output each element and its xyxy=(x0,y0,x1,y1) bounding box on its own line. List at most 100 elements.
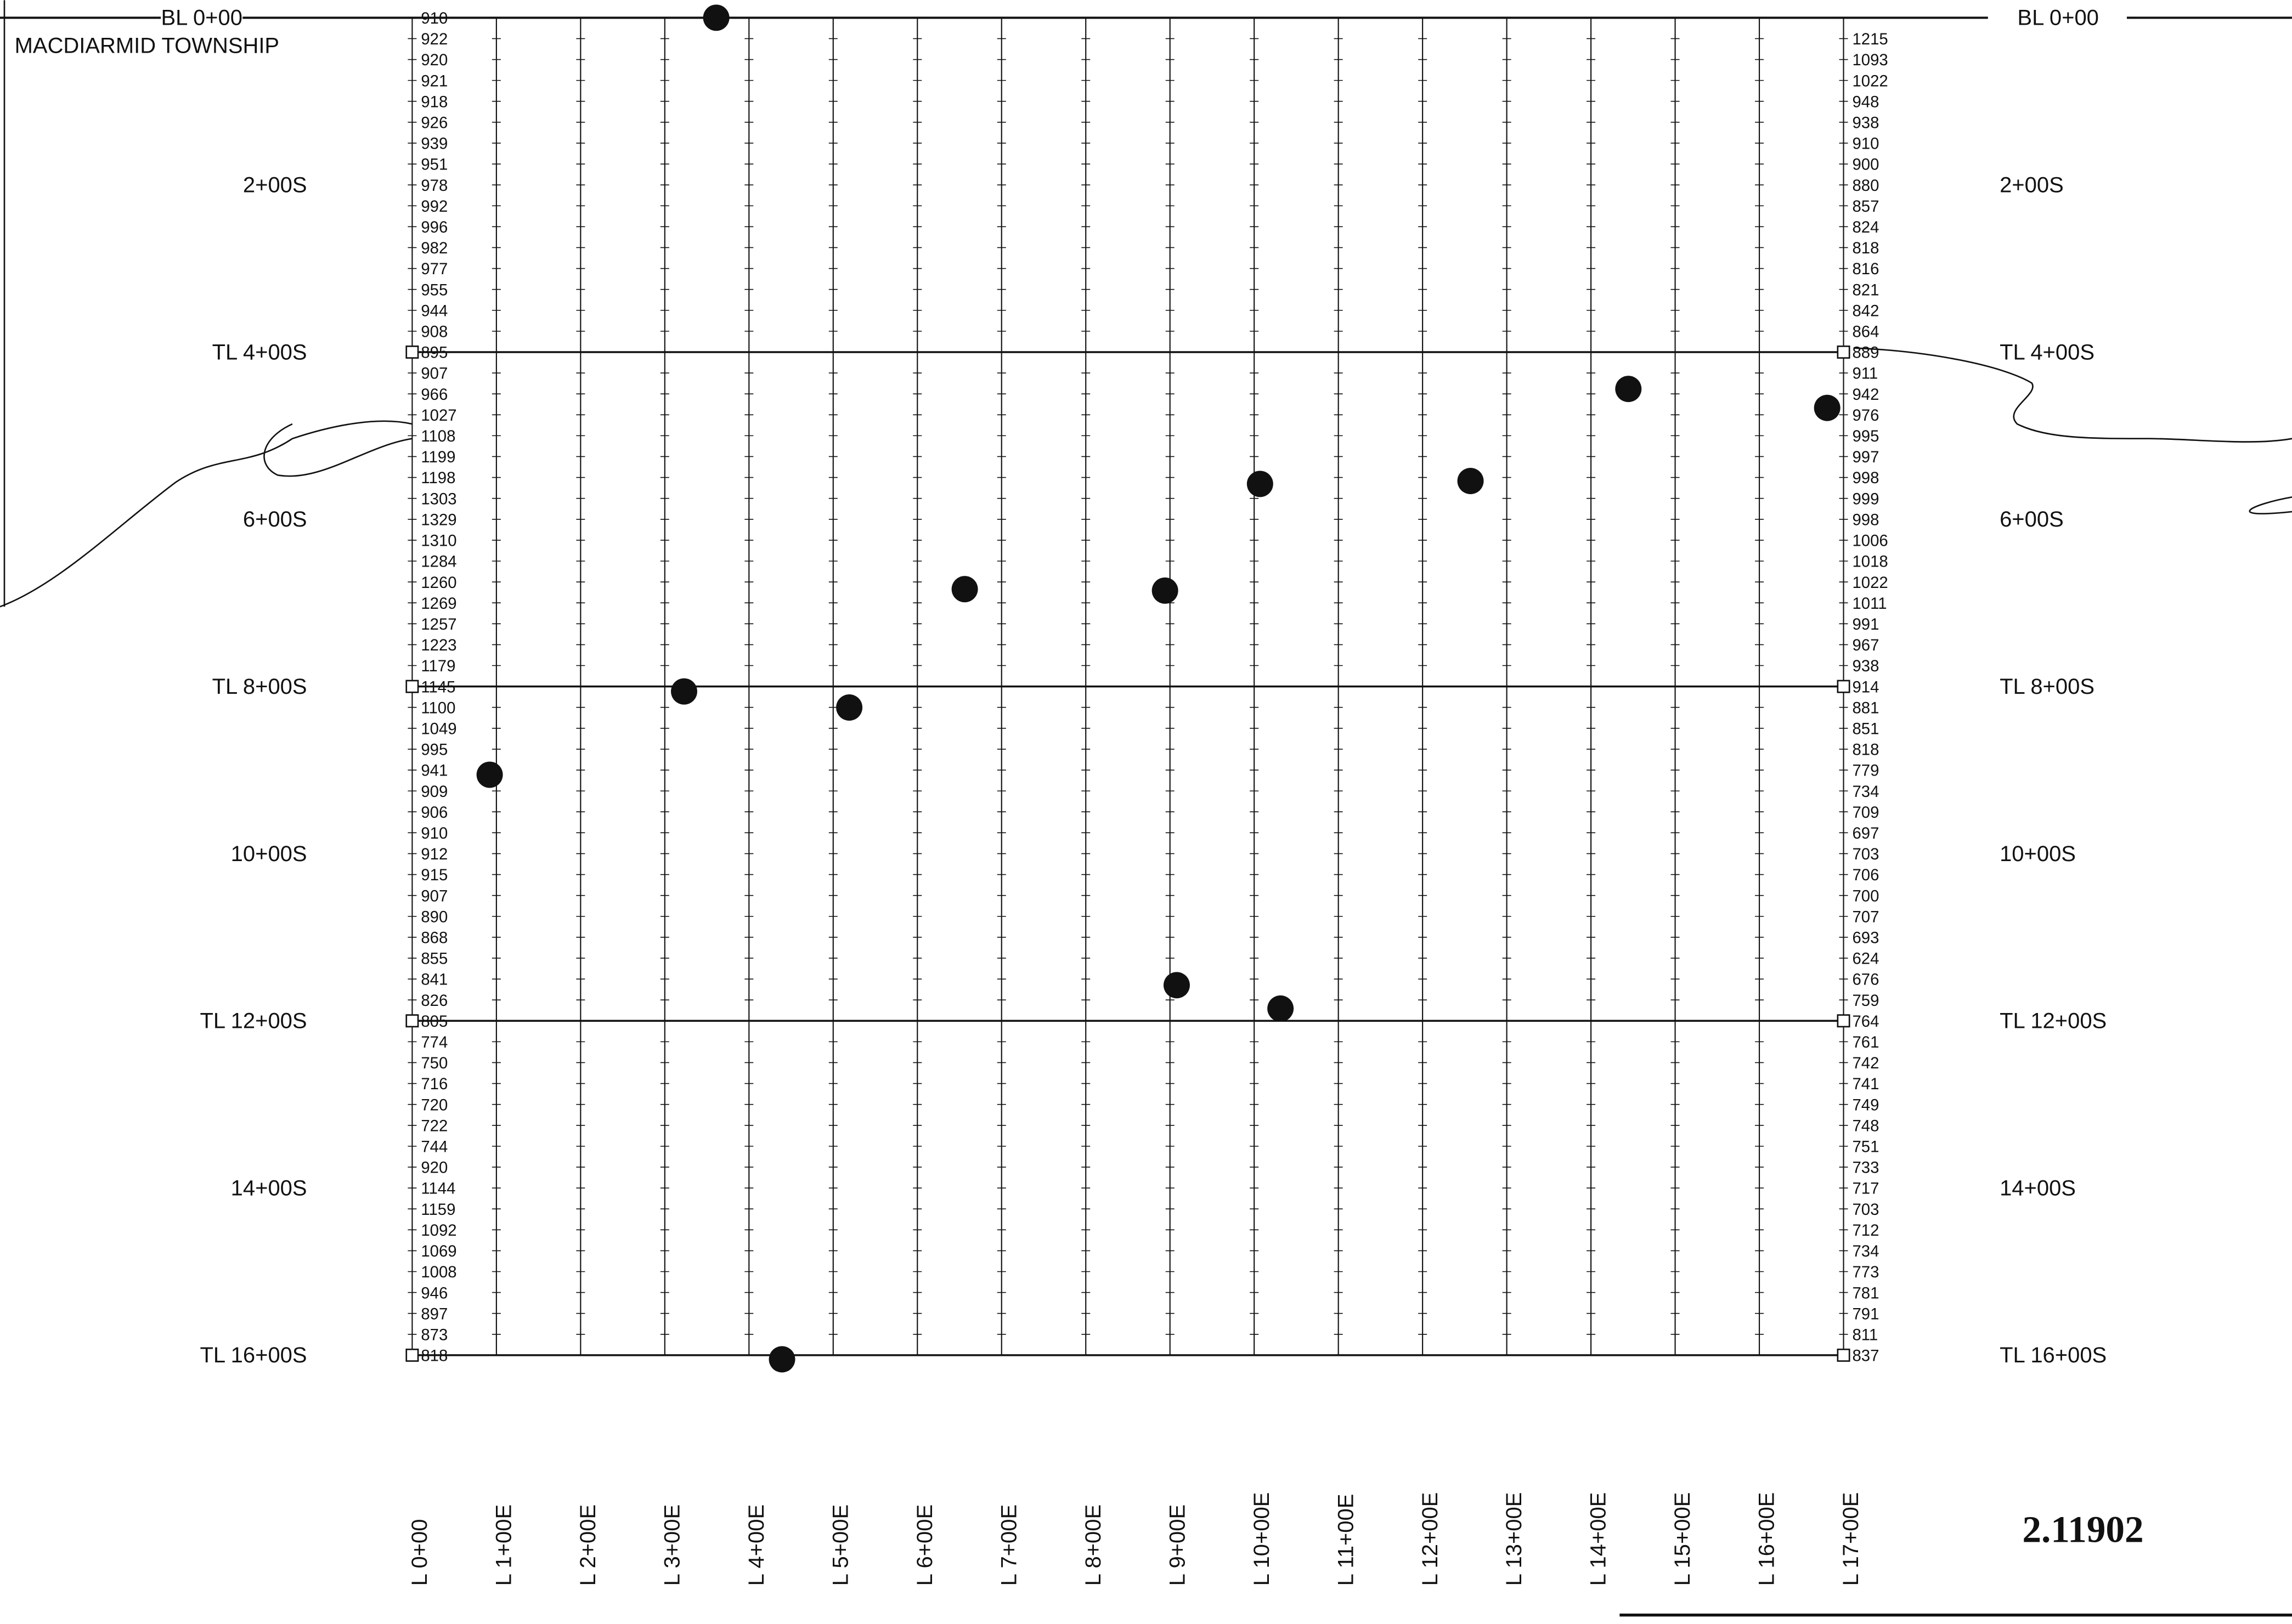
hole-symbol xyxy=(1164,972,1190,998)
reading: 697 xyxy=(1853,824,1879,842)
reading: 791 xyxy=(1853,1305,1879,1323)
picket xyxy=(1838,681,1849,692)
station-label: 14+00S xyxy=(2000,1176,2076,1200)
reading: 920 xyxy=(421,1159,448,1177)
line-label: L 14+00E xyxy=(1587,1492,1611,1586)
line-label: L 2+00E xyxy=(576,1504,600,1586)
reading: 818 xyxy=(1853,239,1879,257)
reading: 703 xyxy=(1853,845,1879,863)
picket xyxy=(1838,1015,1849,1027)
reading: 922 xyxy=(421,30,448,48)
reading: 712 xyxy=(1853,1221,1879,1240)
reading: 706 xyxy=(1853,866,1879,884)
reading: 1092 xyxy=(421,1221,456,1240)
reading: 907 xyxy=(421,887,448,905)
reading: 722 xyxy=(421,1117,448,1135)
line-label: L 6+00E xyxy=(913,1504,937,1586)
reading: 910 xyxy=(1853,135,1879,153)
reading: 1329 xyxy=(421,511,456,529)
station-label: 10+00S xyxy=(231,842,307,866)
township-label: MACDIARMID TOWNSHIP xyxy=(15,33,279,58)
reading: 761 xyxy=(1853,1033,1879,1051)
hole-symbol xyxy=(703,4,730,31)
reading: 900 xyxy=(1853,156,1879,174)
reading: 977 xyxy=(421,260,448,278)
station-label: TL 8+00S xyxy=(2000,675,2095,699)
hole-symbol xyxy=(1267,995,1294,1022)
hole-symbol xyxy=(769,1346,795,1372)
hole-symbol xyxy=(1152,578,1178,604)
reading: 920 xyxy=(421,51,448,69)
line-label: L 4+00E xyxy=(744,1504,769,1586)
reading: 1011 xyxy=(1853,595,1887,613)
reading: 942 xyxy=(1853,386,1879,404)
baseline-label: BL 0+00 xyxy=(161,6,242,30)
reading: 897 xyxy=(421,1305,448,1323)
reading: 889 xyxy=(1853,344,1879,362)
reading: 890 xyxy=(421,908,448,926)
reading: 717 xyxy=(1853,1180,1879,1198)
reading: 995 xyxy=(421,741,448,759)
reading: 741 xyxy=(1853,1075,1879,1093)
reading: 709 xyxy=(1853,803,1879,822)
reading: 779 xyxy=(1853,762,1879,780)
reading: 1108 xyxy=(421,427,455,445)
reading: 910 xyxy=(421,9,448,27)
reading: 857 xyxy=(1853,197,1879,216)
reading: 1303 xyxy=(421,490,456,508)
reading: 707 xyxy=(1853,908,1879,926)
line-label: L 3+00E xyxy=(660,1504,684,1586)
line-label: L 5+00E xyxy=(828,1504,853,1586)
lake-outline xyxy=(1854,348,2292,514)
reading: 733 xyxy=(1853,1159,1879,1177)
reading: 1159 xyxy=(421,1201,455,1219)
station-label: TL 8+00S xyxy=(212,675,307,699)
reading: 816 xyxy=(1853,260,1879,278)
reading: 978 xyxy=(421,177,448,195)
reading: 1199 xyxy=(421,448,455,466)
hole-symbol xyxy=(1247,471,1273,497)
picket xyxy=(407,1349,418,1361)
station-label: 14+00S xyxy=(231,1176,307,1200)
reading: 910 xyxy=(421,824,448,842)
reading: 946 xyxy=(421,1284,448,1302)
survey-map: BL 0+00 BL 0+00 MACDIARMID TOWNSHIP 2.11… xyxy=(0,0,2292,1624)
hole-symbol xyxy=(1615,376,1641,402)
line-label: L 8+00E xyxy=(1081,1504,1105,1586)
picket xyxy=(407,346,418,358)
reading: 908 xyxy=(421,323,448,341)
picket xyxy=(407,681,418,692)
reading: 1022 xyxy=(1853,72,1888,90)
reading: 906 xyxy=(421,803,448,822)
hole-symbol xyxy=(1458,468,1484,494)
reading: 909 xyxy=(421,783,448,801)
reading: 781 xyxy=(1853,1284,1879,1302)
station-label: TL 4+00S xyxy=(212,340,307,364)
reading: 938 xyxy=(1853,657,1879,675)
picket xyxy=(1838,346,1849,358)
picket xyxy=(1838,1349,1849,1361)
hole-symbol xyxy=(671,678,697,705)
reading: 998 xyxy=(1853,469,1879,487)
reading: 907 xyxy=(421,365,448,383)
reading: 1215 xyxy=(1853,30,1888,48)
reading: 842 xyxy=(1853,302,1879,320)
reading: 926 xyxy=(421,114,448,132)
line-label: L 1+00E xyxy=(492,1504,516,1586)
reading: 941 xyxy=(421,762,448,780)
reading: 996 xyxy=(421,218,448,236)
reading: 1144 xyxy=(421,1180,455,1198)
station-label: 10+00S xyxy=(2000,842,2076,866)
reading: 774 xyxy=(421,1033,448,1051)
reading: 982 xyxy=(421,239,448,257)
reading: 676 xyxy=(1853,971,1879,989)
reading: 921 xyxy=(421,72,448,90)
reading: 1223 xyxy=(421,636,456,654)
reading: 742 xyxy=(1853,1054,1879,1072)
reading: 818 xyxy=(1853,741,1879,759)
reading: 955 xyxy=(421,281,448,299)
reading: 868 xyxy=(421,929,448,947)
reading: 824 xyxy=(1853,218,1879,236)
reading: 744 xyxy=(421,1138,448,1156)
reading: 999 xyxy=(1853,490,1879,508)
